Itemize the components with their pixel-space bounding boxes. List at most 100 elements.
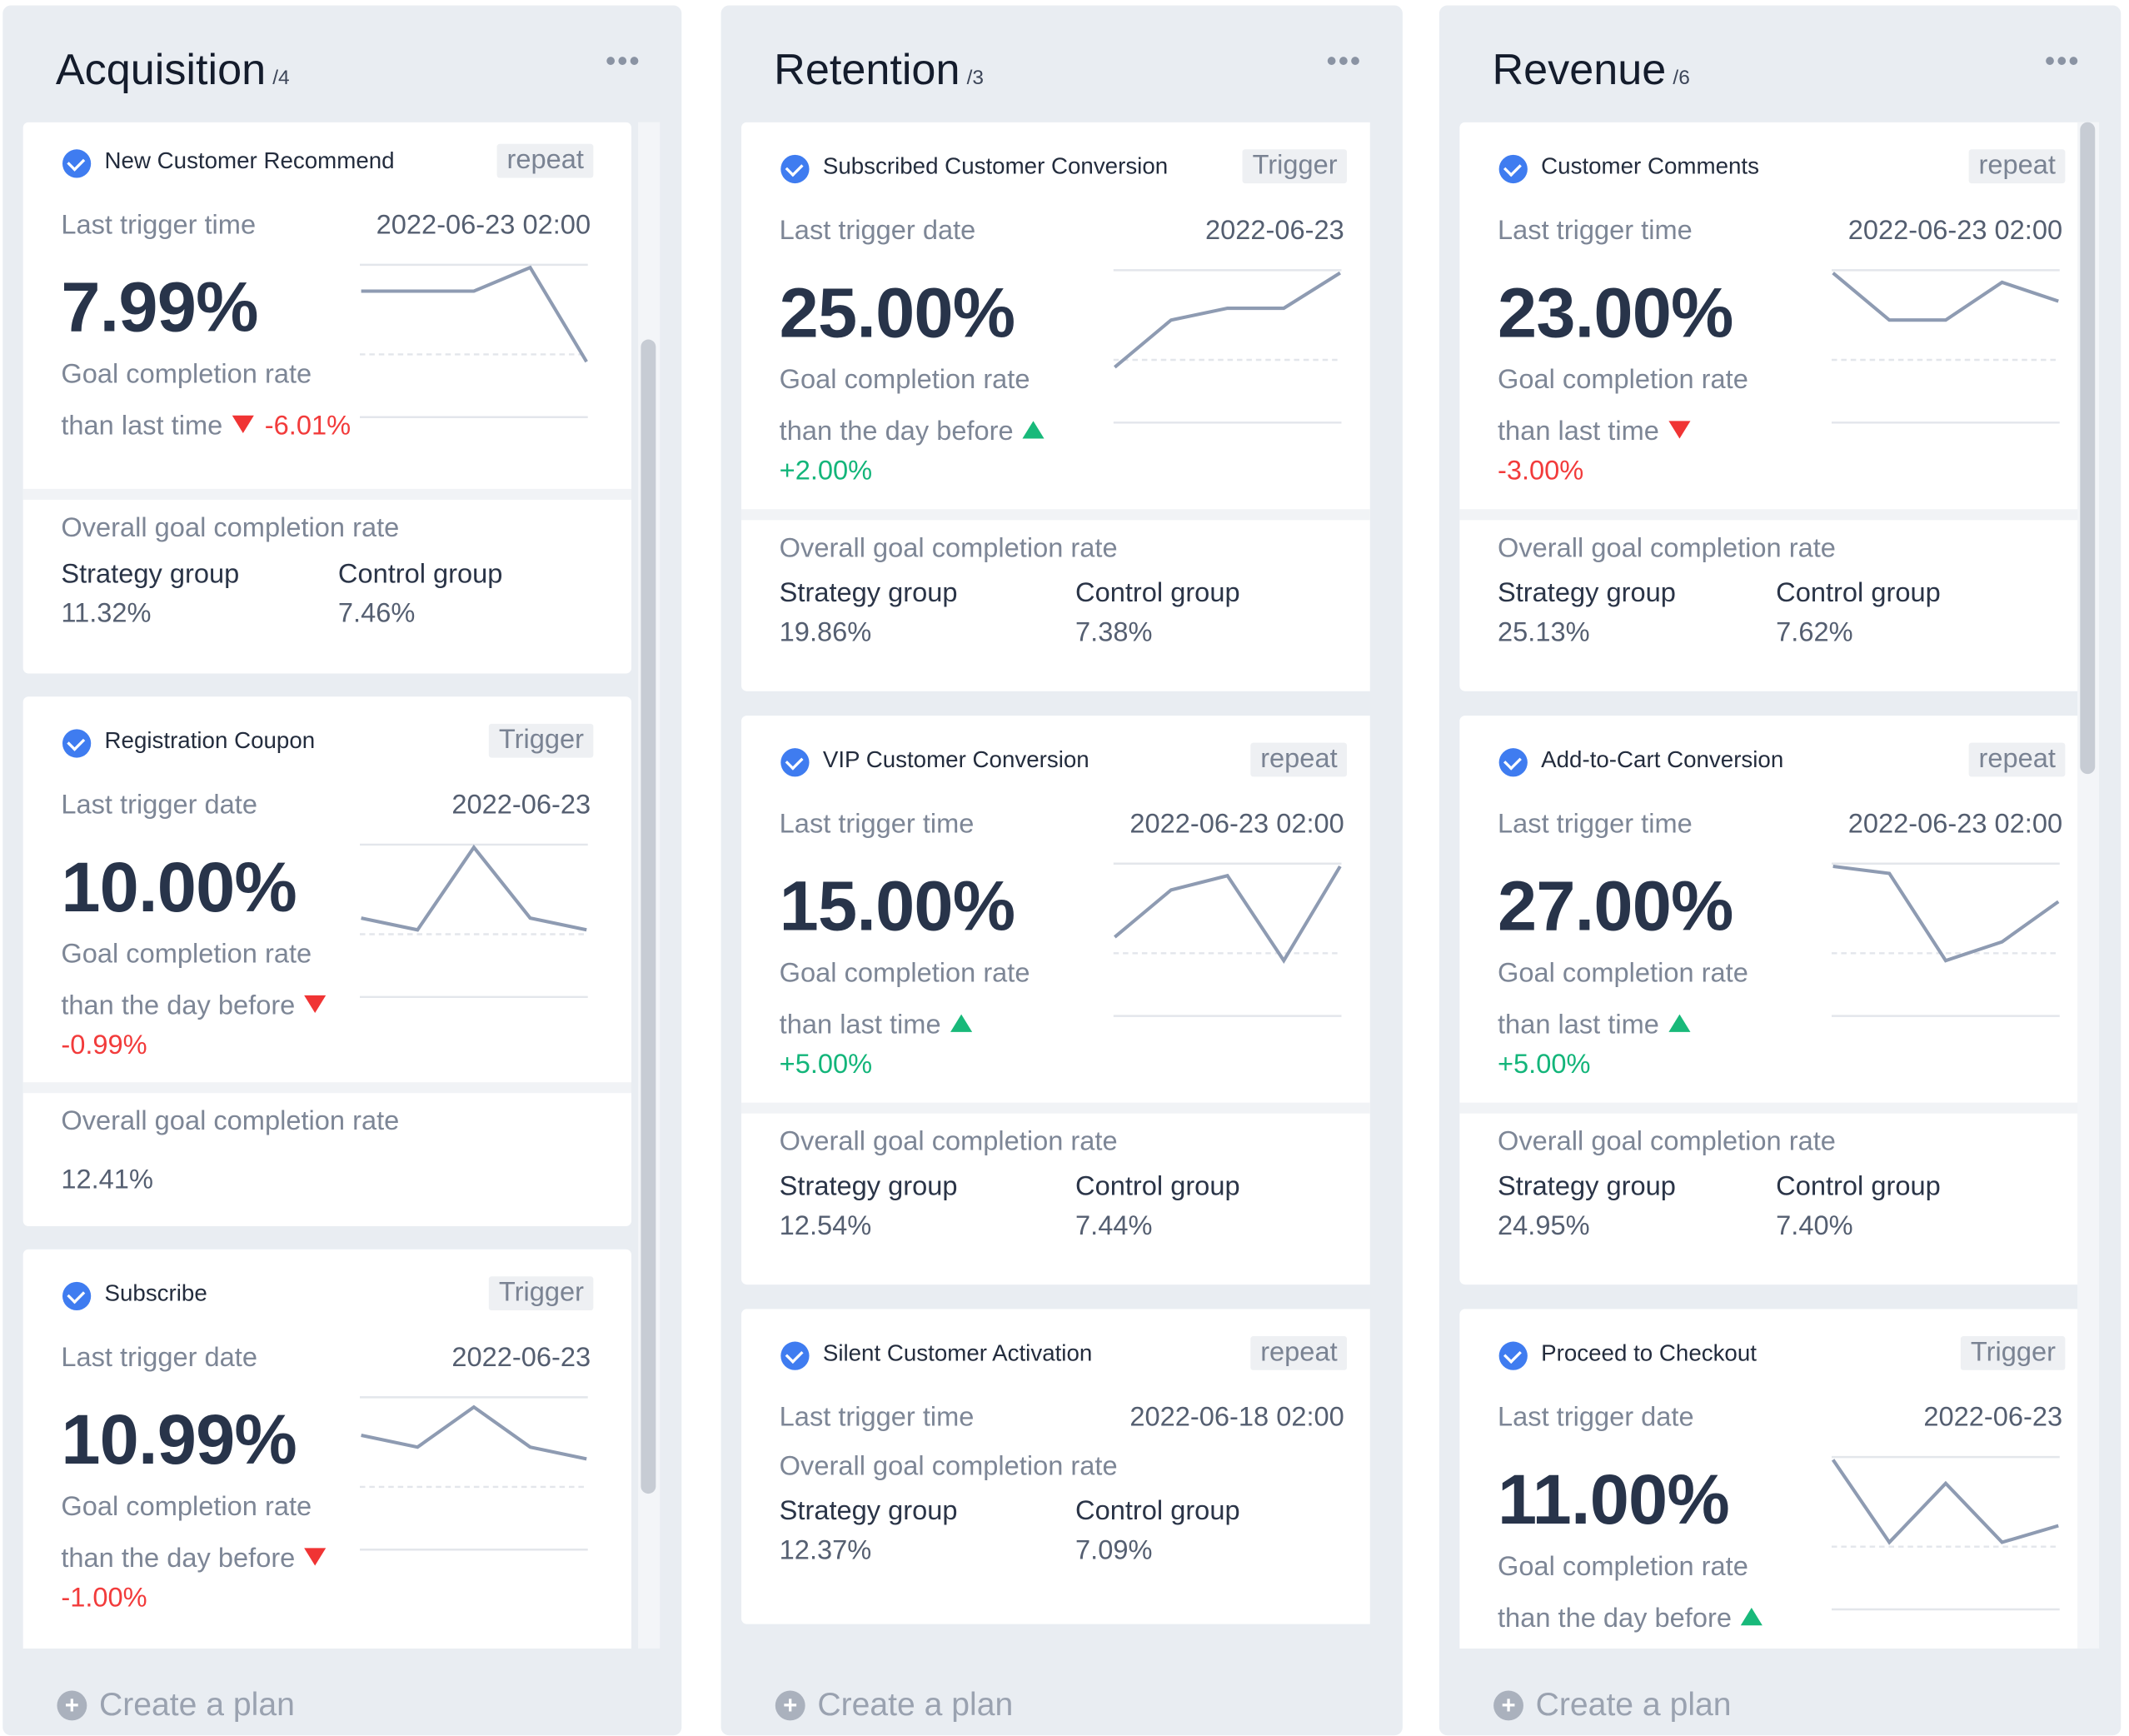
goal-rate-label: Goal completion rate — [779, 958, 1030, 989]
plan-name: Registration Coupon — [104, 727, 316, 754]
comparison-label: than last time — [61, 411, 223, 441]
trigger-value: 2022-06-23 02:00 — [1847, 216, 2063, 247]
column-count: /6 — [1673, 66, 1690, 90]
trigger-label: Last trigger time — [779, 1402, 975, 1433]
column-header: Revenue/6 ••• — [1439, 6, 2121, 122]
strategy-group-label: Strategy group — [779, 1171, 958, 1202]
goal-rate-value: 27.00% — [1498, 867, 1733, 947]
change-value: +2.00% — [779, 456, 873, 486]
column-title-text: Revenue — [1492, 44, 1667, 94]
comparison: than the day before — [61, 1544, 327, 1574]
trigger-value: 2022-06-23 02:00 — [1847, 809, 2063, 840]
trend-sparkline — [359, 1396, 588, 1551]
plan-type-badge: repeat — [1250, 1336, 1348, 1370]
plan-card-add-to-cart-conversion[interactable]: Add-to-Cart Conversion repeat Last trigger… — [1459, 716, 2089, 1285]
trigger-value: 2022-06-23 02:00 — [1129, 809, 1344, 840]
card-list: New Customer Recommend repeat Last trigger… — [20, 122, 649, 1649]
comparison-label: than the day before — [61, 1544, 296, 1574]
more-options-icon[interactable]: ••• — [2044, 43, 2081, 77]
plan-card-subscribed-customer-conversion[interactable]: Subscribed Customer Conversion Trigger Las… — [741, 122, 1370, 691]
comparison-label: than last time — [1498, 1010, 1659, 1040]
trend-sparkline — [1832, 269, 2060, 424]
overall-rate-label: Overall goal completion rate — [61, 1106, 400, 1137]
create-plan-button[interactable]: + Create a plan — [57, 1687, 295, 1725]
plan-card-vip-customer-conversion[interactable]: VIP Customer Conversion repeat Last trigge… — [741, 716, 1370, 1285]
trigger-label: Last trigger time — [779, 809, 975, 840]
change-value: -3.00% — [1498, 456, 1584, 486]
sparkline-container — [359, 839, 591, 1043]
goal-rate-value: 11.00% — [1498, 1460, 1730, 1540]
sparkline-series — [1832, 272, 2059, 322]
sparkline-container — [1832, 858, 2062, 1062]
scrollbar[interactable] — [2077, 122, 2100, 1649]
strategy-group-value: 24.95% — [1498, 1211, 1590, 1241]
strategy-group-label: Strategy group — [779, 1496, 958, 1527]
plan-card-new-customer-recommend[interactable]: New Customer Recommend repeat Last trigger… — [22, 122, 631, 674]
sparkline-container — [359, 259, 591, 463]
change-value: -0.99% — [61, 1030, 147, 1061]
column-title-text: Retention — [774, 44, 960, 94]
sparkline-series — [361, 1404, 587, 1461]
create-plan-label: Create a plan — [1535, 1686, 1732, 1724]
goal-rate-value: 7.99% — [61, 268, 258, 348]
create-plan-button[interactable]: + Create a plan — [1493, 1686, 1732, 1725]
card-summary: Proceed to Checkout Trigger Last trigger d… — [1459, 1309, 2088, 1649]
check-icon — [780, 748, 810, 777]
comparison: than the day before — [1498, 1604, 1763, 1634]
plan-card-subscribe[interactable]: Subscribe Trigger Last trigger date 2022-06… — [22, 1249, 631, 1649]
more-options-icon[interactable]: ••• — [605, 43, 641, 77]
trend-sparkline — [359, 843, 588, 999]
trigger-label: Last trigger date — [1498, 1402, 1694, 1433]
trigger-value: 2022-06-23 — [1923, 1402, 2063, 1433]
trigger-label: Last trigger date — [61, 1343, 257, 1374]
change-value: +5.00% — [1498, 1050, 1591, 1080]
plan-type-badge: repeat — [1969, 742, 2066, 777]
comparison: than the day before — [780, 417, 1045, 447]
plan-card-registration-coupon[interactable]: Registration Coupon Trigger Last trigger d… — [22, 696, 631, 1226]
column-header: Acquisition/4 ••• — [2, 6, 681, 122]
strategy-group-value: 19.86% — [779, 617, 872, 648]
check-icon — [780, 1341, 810, 1370]
control-group-value: 7.09% — [1075, 1535, 1153, 1566]
overall-rate-label: Overall goal completion rate — [779, 533, 1118, 564]
comparison-label: than last time — [779, 1010, 941, 1040]
strategy-group-value: 11.32% — [61, 598, 152, 629]
control-group-label: Control group — [1075, 1171, 1240, 1202]
plan-card-proceed-to-checkout[interactable]: Proceed to Checkout Trigger Last trigger d… — [1459, 1309, 2089, 1649]
comparison: than the day before — [61, 991, 327, 1022]
trend-sparkline — [359, 263, 588, 418]
create-plan-button[interactable]: + Create a plan — [775, 1687, 1013, 1725]
scrollbar-thumb[interactable] — [641, 339, 656, 1494]
card-list: Customer Comments repeat Last trigger time… — [1457, 122, 2089, 1649]
control-group-label: Control group — [1075, 1496, 1240, 1527]
plus-circle-icon: + — [775, 1690, 805, 1721]
check-icon — [1498, 1341, 1528, 1370]
plan-card-customer-comments[interactable]: Customer Comments repeat Last trigger time… — [1459, 122, 2089, 691]
trend-sparkline — [1832, 862, 2060, 1017]
arrow-down-icon — [232, 415, 254, 434]
scrollbar[interactable] — [638, 122, 661, 1649]
card-summary: Registration Coupon Trigger Last trigger d… — [23, 696, 631, 1082]
scrollbar-thumb[interactable] — [2080, 122, 2096, 775]
plan-name: VIP Customer Conversion — [822, 746, 1089, 773]
control-group-label: Control group — [1776, 1171, 1941, 1202]
sparkline-container — [1113, 858, 1344, 1062]
trend-sparkline — [1831, 1455, 2060, 1611]
strategy-group-label: Strategy group — [1498, 578, 1676, 609]
overall-rate-label: Overall goal completion rate — [1498, 533, 1836, 564]
check-icon — [1498, 154, 1528, 184]
more-options-icon[interactable]: ••• — [1326, 43, 1362, 77]
comparison: than last time — [1498, 1010, 1691, 1041]
check-icon — [780, 154, 810, 184]
plan-name: Subscribe — [104, 1280, 207, 1307]
card-detail: Overall goal completion rate 12.41% — [22, 1082, 631, 1237]
card-summary: Subscribe Trigger Last trigger date 2022-06… — [23, 1250, 631, 1649]
control-group-label: Control group — [1075, 578, 1240, 609]
strategy-group-label: Strategy group — [1498, 1171, 1676, 1202]
goal-rate-label: Goal completion rate — [61, 359, 312, 390]
plan-card-silent-customer-activation[interactable]: Silent Customer Activation repeat Last tri… — [741, 1309, 1370, 1624]
column-retention: Retention/3 ••• Subscribed Customer Conver… — [720, 5, 1403, 1736]
arrow-down-icon — [1668, 421, 1691, 439]
arrow-up-icon — [950, 1014, 973, 1032]
